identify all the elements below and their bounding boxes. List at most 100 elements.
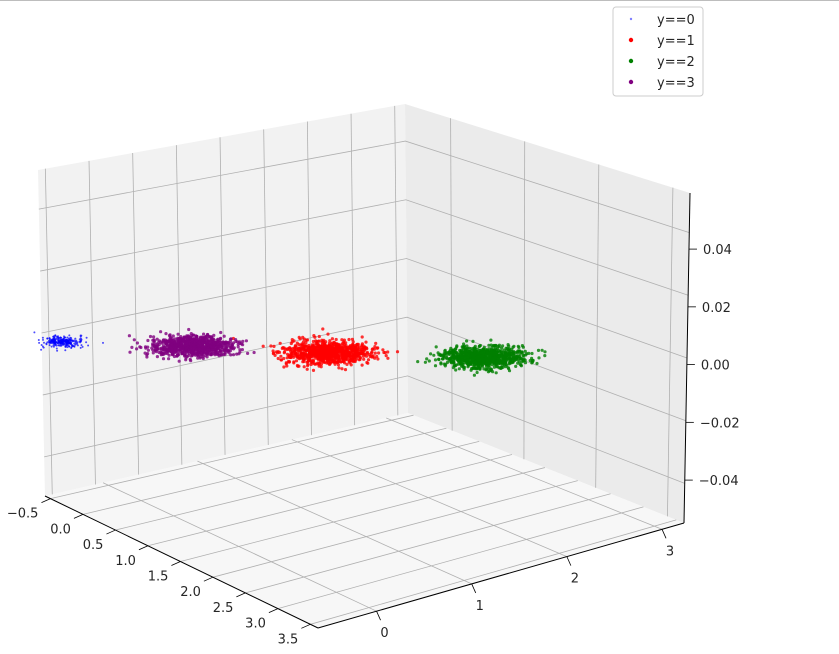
data-point (59, 341, 62, 344)
data-point (41, 336, 44, 339)
data-point (246, 351, 250, 355)
data-point (171, 352, 175, 356)
x-tick-mark (106, 529, 116, 535)
data-point (66, 340, 69, 343)
x-tick-mark (268, 608, 279, 613)
data-point (187, 327, 191, 332)
data-point (460, 351, 464, 355)
data-point (236, 345, 240, 349)
data-point (340, 338, 344, 342)
data-point (175, 354, 179, 358)
data-point (343, 368, 348, 372)
x-tick-label: −0.5 (7, 507, 39, 522)
data-point (328, 344, 332, 348)
data-point (360, 342, 364, 346)
legend: y==0 y==1 y==2 y==3 (612, 6, 704, 97)
data-point (217, 354, 221, 358)
data-point (164, 332, 168, 336)
data-point (299, 346, 303, 350)
grid-line (42, 316, 686, 422)
data-point (185, 341, 189, 345)
data-point (332, 359, 336, 363)
data-point (340, 345, 344, 349)
data-point (85, 341, 88, 344)
data-point (500, 354, 504, 358)
data-point (66, 336, 69, 339)
data-point (360, 335, 364, 339)
data-point (68, 334, 71, 337)
data-point (51, 342, 54, 345)
data-point (152, 339, 156, 343)
data-point (478, 361, 482, 365)
data-point (483, 357, 487, 361)
data-point (454, 368, 458, 372)
data-point (40, 344, 43, 346)
data-point (314, 339, 318, 343)
data-point (465, 344, 469, 348)
data-point (128, 350, 132, 354)
data-point (471, 339, 475, 343)
data-point (451, 350, 455, 354)
data-point (197, 344, 201, 348)
data-point (429, 352, 433, 356)
data-point (42, 338, 44, 341)
x-tick-label: 1.5 (148, 569, 169, 584)
data-point (507, 369, 512, 373)
data-point (176, 338, 180, 343)
data-point (508, 358, 512, 363)
data-point (373, 345, 377, 349)
data-point (455, 345, 459, 349)
data-point (373, 351, 377, 355)
data-point (306, 364, 310, 368)
data-point (496, 357, 500, 361)
data-point (518, 362, 522, 366)
data-point (492, 351, 496, 355)
data-point (357, 358, 361, 362)
data-point (48, 344, 51, 347)
data-point (162, 345, 166, 350)
data-point (155, 346, 159, 350)
data-point (342, 338, 346, 342)
data-point (425, 357, 429, 361)
legend-label: y==2 (657, 55, 695, 70)
data-point (386, 350, 390, 354)
data-point (33, 331, 36, 334)
data-point (150, 346, 154, 350)
grid-line (44, 375, 685, 484)
data-point (85, 336, 88, 339)
data-point (182, 344, 186, 348)
data-point (302, 365, 306, 369)
data-point (487, 343, 491, 347)
x-tick-label: 2.0 (180, 585, 201, 600)
data-point (314, 346, 318, 350)
data-point (314, 356, 318, 360)
data-point (180, 351, 184, 355)
data-point (42, 346, 45, 349)
data-point (485, 350, 489, 354)
data-point (438, 352, 442, 356)
data-point (226, 348, 230, 352)
series-y-0 (33, 331, 104, 352)
data-point (503, 355, 507, 359)
data-point (212, 333, 216, 337)
grid-line (38, 140, 690, 233)
data-point (487, 356, 491, 360)
data-point (208, 344, 212, 348)
data-point (303, 344, 307, 348)
data-point (51, 338, 54, 341)
y-tick-label: 1 (476, 599, 484, 614)
data-point (490, 349, 494, 353)
data-point (510, 347, 514, 351)
data-point (208, 339, 212, 343)
data-point (500, 363, 504, 367)
grid-line (212, 480, 578, 578)
data-point (229, 345, 233, 349)
data-point (360, 363, 364, 367)
data-point (530, 356, 534, 360)
data-point (304, 355, 308, 359)
data-point (443, 348, 447, 352)
x-tick-label: 3.0 (245, 617, 266, 632)
data-point (80, 338, 83, 341)
data-point (339, 349, 343, 353)
